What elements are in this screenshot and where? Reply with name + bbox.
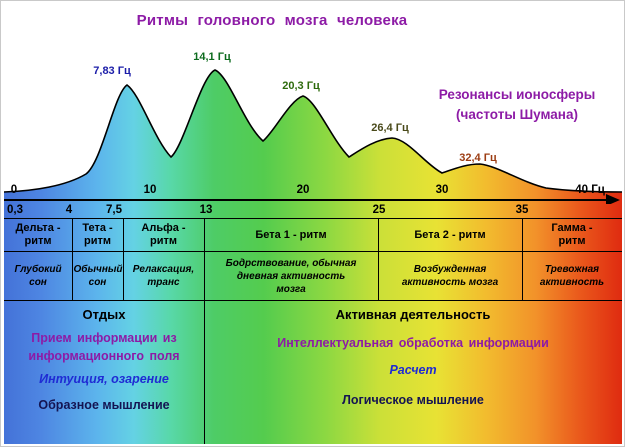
band-desc-label: Глубокий сон — [14, 264, 62, 288]
peak-label-2: 14,1 Гц — [193, 51, 231, 63]
band-desc-alpha: Релаксация, транс — [123, 253, 204, 299]
band-desc-beta2: Возбужденная активность мозга — [378, 253, 522, 299]
band-desc-gamma: Тревожная активность — [522, 253, 622, 299]
boundary-4: 4 — [65, 204, 73, 216]
rest-intuition: Интуиция, озарение — [39, 372, 169, 386]
ionosphere-label: Резонансы ионосферы (частоты Шумана) — [439, 85, 596, 126]
ionosphere-line1: Резонансы ионосферы — [438, 87, 596, 102]
peak-label-4: 26,4 Гц — [371, 122, 409, 134]
band-name-label: Альфа - ритм — [141, 222, 186, 247]
rainbow-canvas: Ритмы головного мозга человека Резонансы… — [4, 4, 622, 444]
table-header-underline — [4, 251, 622, 252]
band-name-label: Дельта - ритм — [15, 222, 61, 247]
under-curve-area — [4, 70, 622, 204]
column-divider-4 — [378, 218, 379, 300]
band-name-label: Бета 2 - ритм — [414, 228, 486, 241]
band-name-gamma: Гамма - ритм — [522, 219, 622, 251]
peak-label-5: 32,4 Гц — [459, 152, 497, 164]
band-desc-beta1: Бодрствование, обычная дневная активност… — [204, 253, 378, 299]
band-name-delta: Дельта - ритм — [4, 219, 72, 251]
band-desc-label: Обычный сон — [73, 264, 123, 288]
page-title: Ритмы головного мозга человека — [136, 12, 408, 29]
band-name-beta2: Бета 2 - ритм — [378, 219, 522, 251]
axis-tick-10: 10 — [143, 184, 157, 196]
peak-label-3: 20,3 Гц — [282, 80, 320, 92]
band-name-label: Бета 1 - ритм — [255, 228, 327, 241]
curve-line — [4, 69, 622, 193]
band-desc-label: Тревожная активность — [539, 264, 605, 288]
peak-label-1: 7,83 Гц — [93, 65, 131, 77]
table-bottom-border — [4, 300, 622, 301]
band-name-alpha: Альфа - ритм — [123, 219, 204, 251]
band-name-theta: Тета - ритм — [72, 219, 123, 251]
rest-info-reception: Прием информации из информационного поля — [28, 331, 180, 363]
rest-title: Отдых — [82, 307, 126, 322]
modes-center-divider — [204, 300, 205, 444]
band-name-label: Тета - ритм — [82, 222, 113, 247]
axis-tick-30: 30 — [435, 184, 449, 196]
activity-calculation: Расчет — [389, 363, 437, 377]
activity-logical-thinking: Логическое мышление — [342, 393, 484, 407]
activity-processing: Интеллектуальная обработка информации — [277, 336, 549, 350]
band-desc-theta: Обычный сон — [72, 253, 123, 299]
boundary-25: 25 — [372, 204, 386, 216]
axis-tick-40hz: 40 Гц — [575, 184, 605, 196]
rest-imaginative-thinking: Образное мышление — [38, 398, 170, 412]
boundary-7-5: 7,5 — [106, 204, 122, 216]
axis-tick-0: 0 — [10, 184, 18, 196]
band-name-beta1: Бета 1 - ритм — [204, 219, 378, 251]
band-desc-delta: Глубокий сон — [4, 253, 72, 299]
column-divider-1 — [72, 218, 73, 300]
column-divider-2 — [123, 218, 124, 300]
axis-arrow-icon — [606, 194, 620, 204]
boundary-13: 13 — [199, 204, 213, 216]
band-desc-label: Бодрствование, обычная дневная активност… — [225, 257, 357, 295]
axis-tick-20: 20 — [296, 184, 310, 196]
band-name-label: Гамма - ритм — [551, 222, 593, 247]
column-divider-5 — [522, 218, 523, 300]
activity-title: Активная деятельность — [335, 307, 491, 322]
boundary-0-3: 0,3 — [7, 204, 23, 216]
boundary-35: 35 — [515, 204, 529, 216]
band-desc-label: Релаксация, транс — [132, 264, 195, 288]
table-top-border — [4, 218, 622, 219]
ionosphere-line2: (частоты Шумана) — [456, 107, 578, 123]
column-divider-3 — [204, 218, 205, 300]
spectrum-curve — [4, 4, 622, 204]
band-desc-label: Возбужденная активность мозга — [401, 264, 499, 288]
